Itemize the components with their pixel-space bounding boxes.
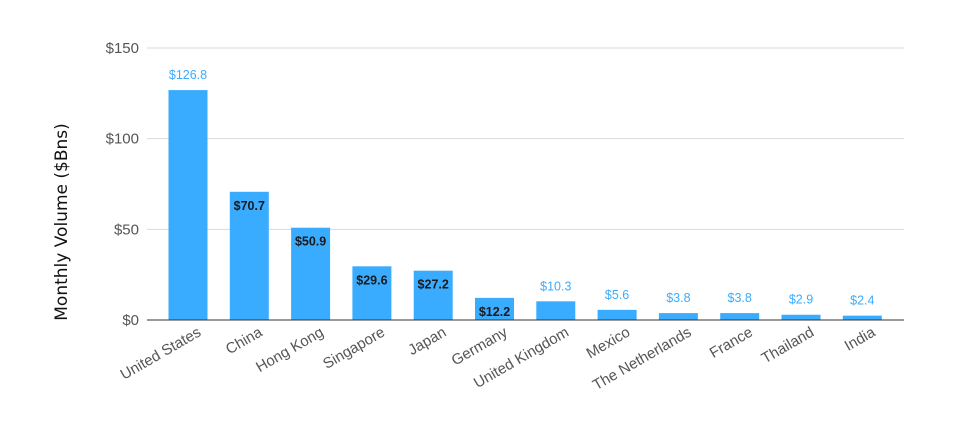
y-tick-label: $0 (122, 312, 139, 329)
bar (168, 90, 208, 320)
bar (229, 191, 269, 320)
bar (720, 313, 760, 320)
x-tick-label: China (223, 323, 266, 358)
bar (536, 301, 576, 320)
bar-value-label: $2.9 (789, 293, 813, 307)
bar-value-label: $12.2 (479, 305, 510, 319)
x-tick-label: Singapore (320, 324, 388, 373)
bar (597, 309, 637, 320)
x-tick-label: India (842, 323, 879, 354)
gridlines (147, 47, 904, 230)
x-tick-label: Japan (405, 324, 449, 359)
bar-value-label: $70.7 (234, 199, 265, 213)
x-tick-label: Hong Kong (253, 324, 327, 376)
bar (658, 313, 698, 320)
bar-value-label: $10.3 (540, 279, 571, 293)
bar-value-labels: $126.8 $70.7 $50.9 $29.6 $27.2 $12.2 $10.3 $5.6… (169, 68, 875, 319)
bar-value-label: $27.2 (418, 278, 449, 292)
bar (842, 315, 882, 320)
x-tick-label: United States (118, 324, 204, 384)
bar-value-label: $3.8 (728, 291, 752, 305)
bar-value-label: $29.6 (356, 273, 387, 287)
y-tick-label: $100 (106, 131, 139, 148)
bar (291, 227, 331, 320)
bar-value-label: $5.6 (605, 288, 629, 302)
y-tick-label: $150 (106, 40, 139, 57)
bars (168, 90, 882, 320)
x-tick-label: Thailand (759, 324, 817, 367)
bar (781, 314, 821, 320)
bar (475, 297, 514, 320)
bar-value-label: $126.8 (169, 68, 207, 82)
y-axis-tick-labels: $0 $50 $100 $150 (106, 40, 139, 329)
bar (352, 266, 392, 320)
bar-value-label: $2.4 (850, 294, 874, 308)
y-tick-label: $50 (114, 221, 139, 238)
bar-value-label: $3.8 (666, 291, 690, 305)
bar (413, 270, 453, 320)
y-axis-title: Monthly Volume ($Bns) (52, 123, 72, 320)
x-tick-label: Mexico (583, 324, 633, 362)
x-tick-label: France (707, 324, 756, 362)
bar-value-label: $50.9 (295, 235, 326, 249)
